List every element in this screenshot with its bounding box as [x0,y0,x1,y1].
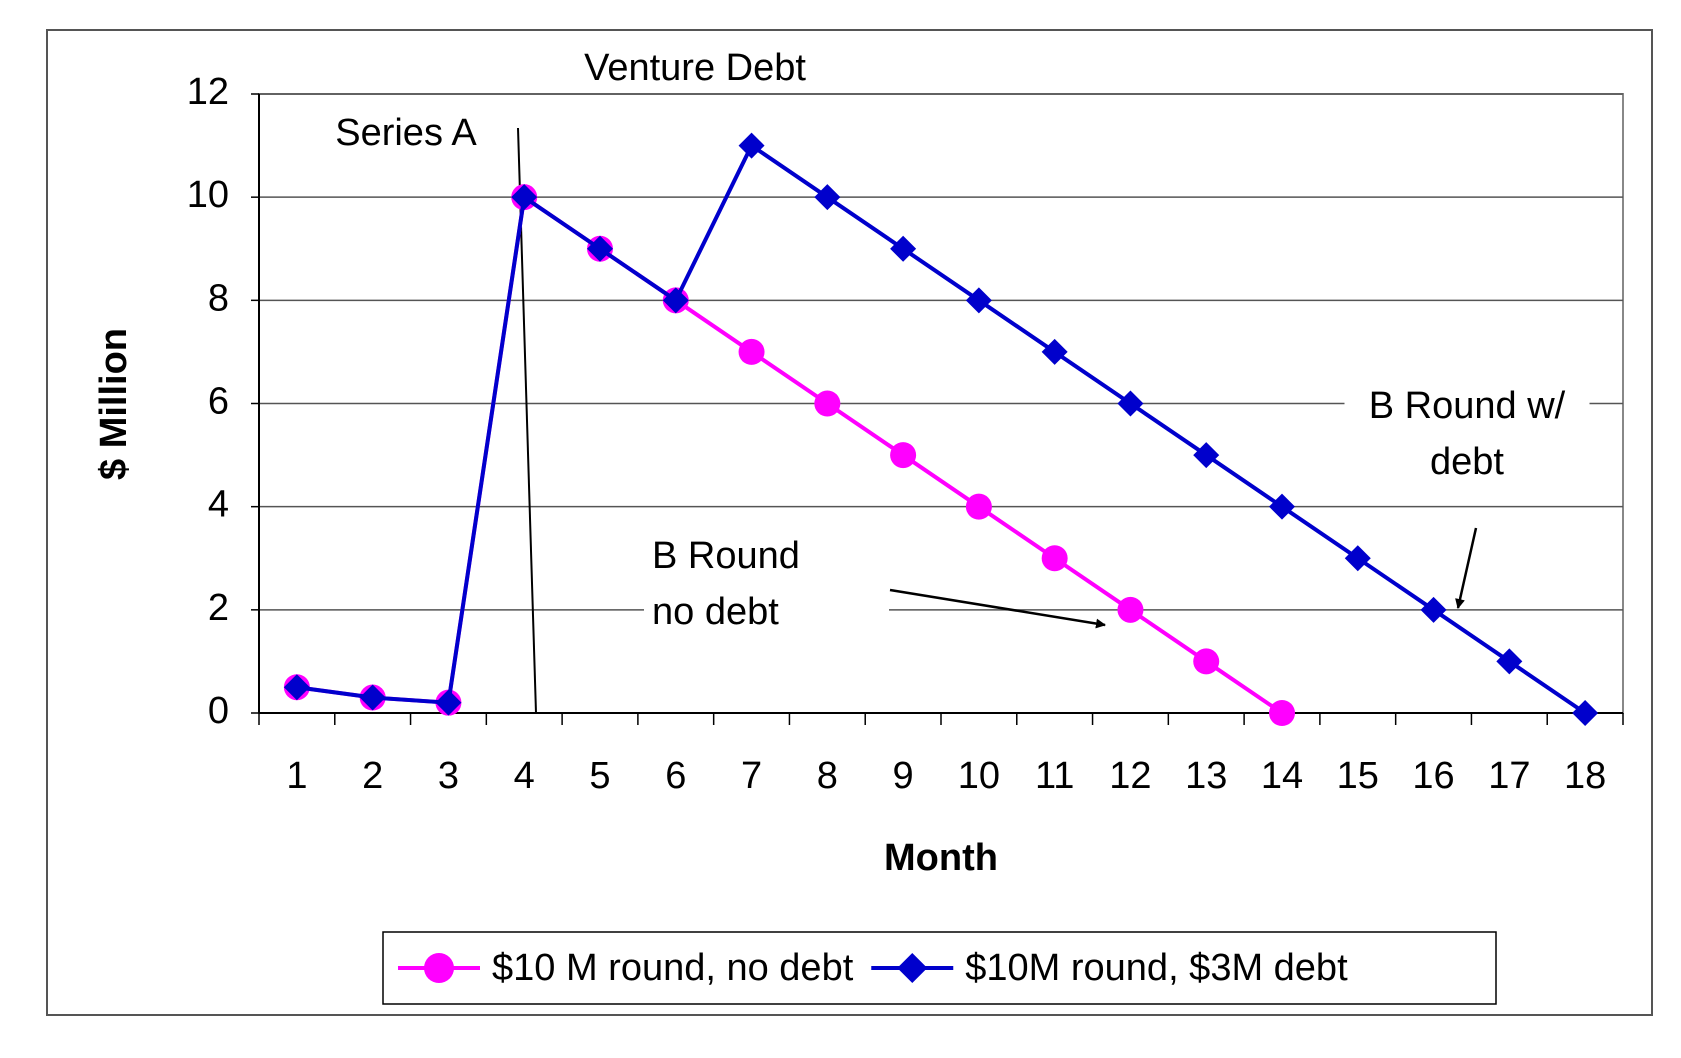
data-point [1117,596,1144,623]
y-axis-label: $ Million [93,328,135,480]
x-tick-label: 17 [1488,755,1530,797]
x-tick-label: 4 [514,755,535,797]
x-tick-label: 14 [1261,755,1303,797]
annotation: no debt [652,591,779,633]
data-point [587,235,613,262]
data-point [511,184,538,211]
x-tick-label: 18 [1564,755,1606,797]
data-point [1041,545,1068,572]
y-tick-label: 8 [208,277,229,319]
x-tick-label: 11 [1035,755,1074,797]
x-tick-label: 12 [1109,755,1151,797]
data-point [1269,700,1295,726]
x-axis-label: Month [884,837,998,879]
x-tick-label: 7 [741,755,762,797]
data-point [738,132,765,159]
data-point [1496,648,1523,675]
y-tick-label: 10 [187,174,229,216]
annotation-arrow [889,588,1106,629]
data-point [1041,338,1068,365]
annotation-background [644,528,889,648]
series-line [296,142,1587,715]
data-point [662,287,689,314]
x-tick-label: 9 [893,755,914,797]
y-tick-label: 6 [208,381,229,423]
legend-marker [424,953,454,983]
data-point [1269,493,1295,520]
data-point [1193,442,1220,469]
data-point [814,184,841,211]
data-point [738,338,765,365]
x-tick-label: 5 [589,755,610,797]
x-tick-label: 3 [438,755,459,797]
legend-label: $10M round, $3M debt [965,947,1348,989]
x-tick-label: 16 [1412,755,1454,797]
annotation: Series A [335,112,477,154]
legend-marker [897,953,928,983]
data-point [1117,390,1144,417]
data-point [890,442,917,469]
data-point [1344,545,1371,572]
x-tick-label: 13 [1185,755,1227,797]
annotation: debt [1430,441,1504,483]
y-tick-label: 12 [187,71,229,113]
annotation: B Round [652,535,800,577]
data-point [1572,700,1599,726]
data-point [283,674,310,701]
data-point [814,390,841,417]
annotation-background [1344,378,1590,498]
x-tick-label: 15 [1337,755,1379,797]
annotation-arrow [1455,527,1478,609]
data-point [890,235,917,262]
annotation: B Round w/ [1369,385,1566,427]
x-tick-label: 1 [286,755,307,797]
x-tick-label: 10 [958,755,1000,797]
data-point [359,684,386,711]
x-tick-label: 8 [817,755,838,797]
data-point [965,493,992,520]
data-point [1420,596,1447,623]
y-tick-label: 0 [208,690,229,732]
x-tick-label: 6 [665,755,686,797]
y-tick-label: 4 [208,484,229,526]
legend-label: $10 M round, no debt [492,947,854,989]
y-tick-label: 2 [208,587,229,629]
data-point [965,287,992,314]
x-tick-label: 2 [362,755,383,797]
annotation: Venture Debt [584,47,806,89]
data-point [435,689,462,716]
data-point [1193,648,1220,675]
